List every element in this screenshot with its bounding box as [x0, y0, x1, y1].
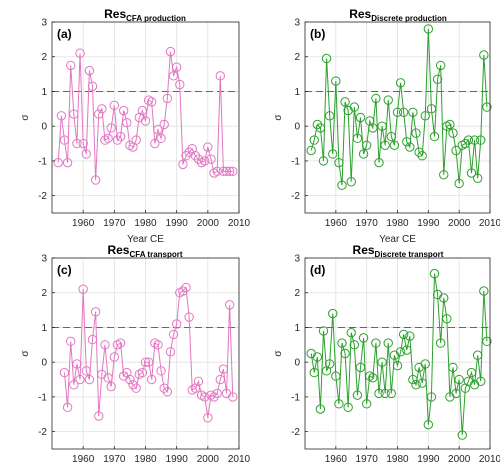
chart-panel-1: 1960 1970 1980 1990 2000 2010 -2 -1 0 1 2 3 Year CE σ…	[20, 7, 251, 245]
y-tick-label: 3	[41, 18, 47, 29]
y-tick-label: 1	[294, 323, 300, 334]
x-tick-label: 2010	[479, 454, 500, 465]
x-tick-label: 2010	[479, 218, 500, 229]
chart-panel-2: 1960 1970 1980 1990 2000 2010 -2 -1 0 1 2 3 Year CE σ…	[273, 7, 500, 245]
panel-label: (d)	[310, 263, 325, 277]
y-axis-label: σ	[273, 114, 284, 121]
x-tick-label: 2000	[448, 454, 471, 465]
title-main: Res	[107, 243, 129, 257]
y-tick-label: 2	[294, 52, 300, 63]
y-tick-label: 1	[294, 87, 300, 98]
x-tick-label: 1990	[166, 454, 189, 465]
y-tick-label: 2	[294, 288, 300, 299]
title-main: Res	[353, 243, 375, 257]
y-tick-label: 2	[41, 288, 47, 299]
y-tick-label: 0	[294, 358, 300, 369]
y-tick-label: -1	[38, 392, 47, 403]
x-tick-label: 1970	[103, 454, 126, 465]
title-subscript: Discrete production	[371, 14, 447, 23]
chart-title: ResCFA production	[104, 7, 186, 23]
x-tick-label: 1990	[417, 454, 440, 465]
x-tick-label: 2010	[228, 454, 251, 465]
title-subscript: CFA production	[126, 14, 186, 23]
chart-title: ResDiscrete transport	[353, 243, 444, 259]
x-tick-label: 2000	[197, 454, 220, 465]
x-tick-label: 2010	[228, 218, 251, 229]
y-tick-label: 3	[294, 254, 300, 265]
x-tick-label: 1990	[417, 218, 440, 229]
y-tick-label: 0	[41, 358, 47, 369]
chart-title: ResDiscrete production	[349, 7, 447, 23]
y-tick-label: 1	[41, 87, 47, 98]
x-tick-label: 1970	[103, 218, 126, 229]
y-tick-label: -2	[291, 427, 300, 438]
y-axis-label: σ	[20, 350, 31, 357]
y-tick-label: 3	[41, 254, 47, 265]
y-tick-label: -2	[291, 191, 300, 202]
panel-label: (b)	[310, 27, 325, 41]
y-tick-label: -1	[38, 156, 47, 167]
x-tick-label: 1970	[356, 218, 379, 229]
x-tick-label: 1960	[72, 454, 95, 465]
panel-label: (c)	[57, 263, 72, 277]
title-main: Res	[104, 7, 126, 21]
title-subscript: CFA transport	[129, 250, 182, 259]
y-tick-label: 1	[41, 323, 47, 334]
x-axis-label: Year CE	[127, 234, 164, 245]
chart-title: ResCFA transport	[107, 243, 182, 259]
x-tick-label: 2000	[197, 218, 220, 229]
x-tick-label: 2000	[448, 218, 471, 229]
y-tick-label: -1	[291, 156, 300, 167]
x-tick-label: 1960	[325, 218, 348, 229]
y-tick-label: -2	[38, 191, 47, 202]
x-tick-label: 1980	[386, 454, 409, 465]
x-tick-label: 1960	[325, 454, 348, 465]
y-tick-label: -2	[38, 427, 47, 438]
x-tick-label: 1980	[134, 218, 157, 229]
y-tick-label: 0	[294, 122, 300, 133]
y-tick-label: 0	[41, 122, 47, 133]
y-axis-label: σ	[20, 114, 31, 121]
x-tick-label: 1980	[386, 218, 409, 229]
y-tick-label: 2	[41, 52, 47, 63]
y-axis-label: σ	[273, 350, 284, 357]
x-tick-label: 1970	[356, 454, 379, 465]
x-axis-label: Year CE	[379, 234, 416, 245]
y-tick-label: 3	[294, 18, 300, 29]
y-tick-label: -1	[291, 392, 300, 403]
x-tick-label: 1990	[166, 218, 189, 229]
x-tick-label: 1960	[72, 218, 95, 229]
title-subscript: Discrete transport	[375, 250, 444, 259]
title-main: Res	[349, 7, 371, 21]
panel-label: (a)	[57, 27, 72, 41]
x-tick-label: 1980	[134, 454, 157, 465]
